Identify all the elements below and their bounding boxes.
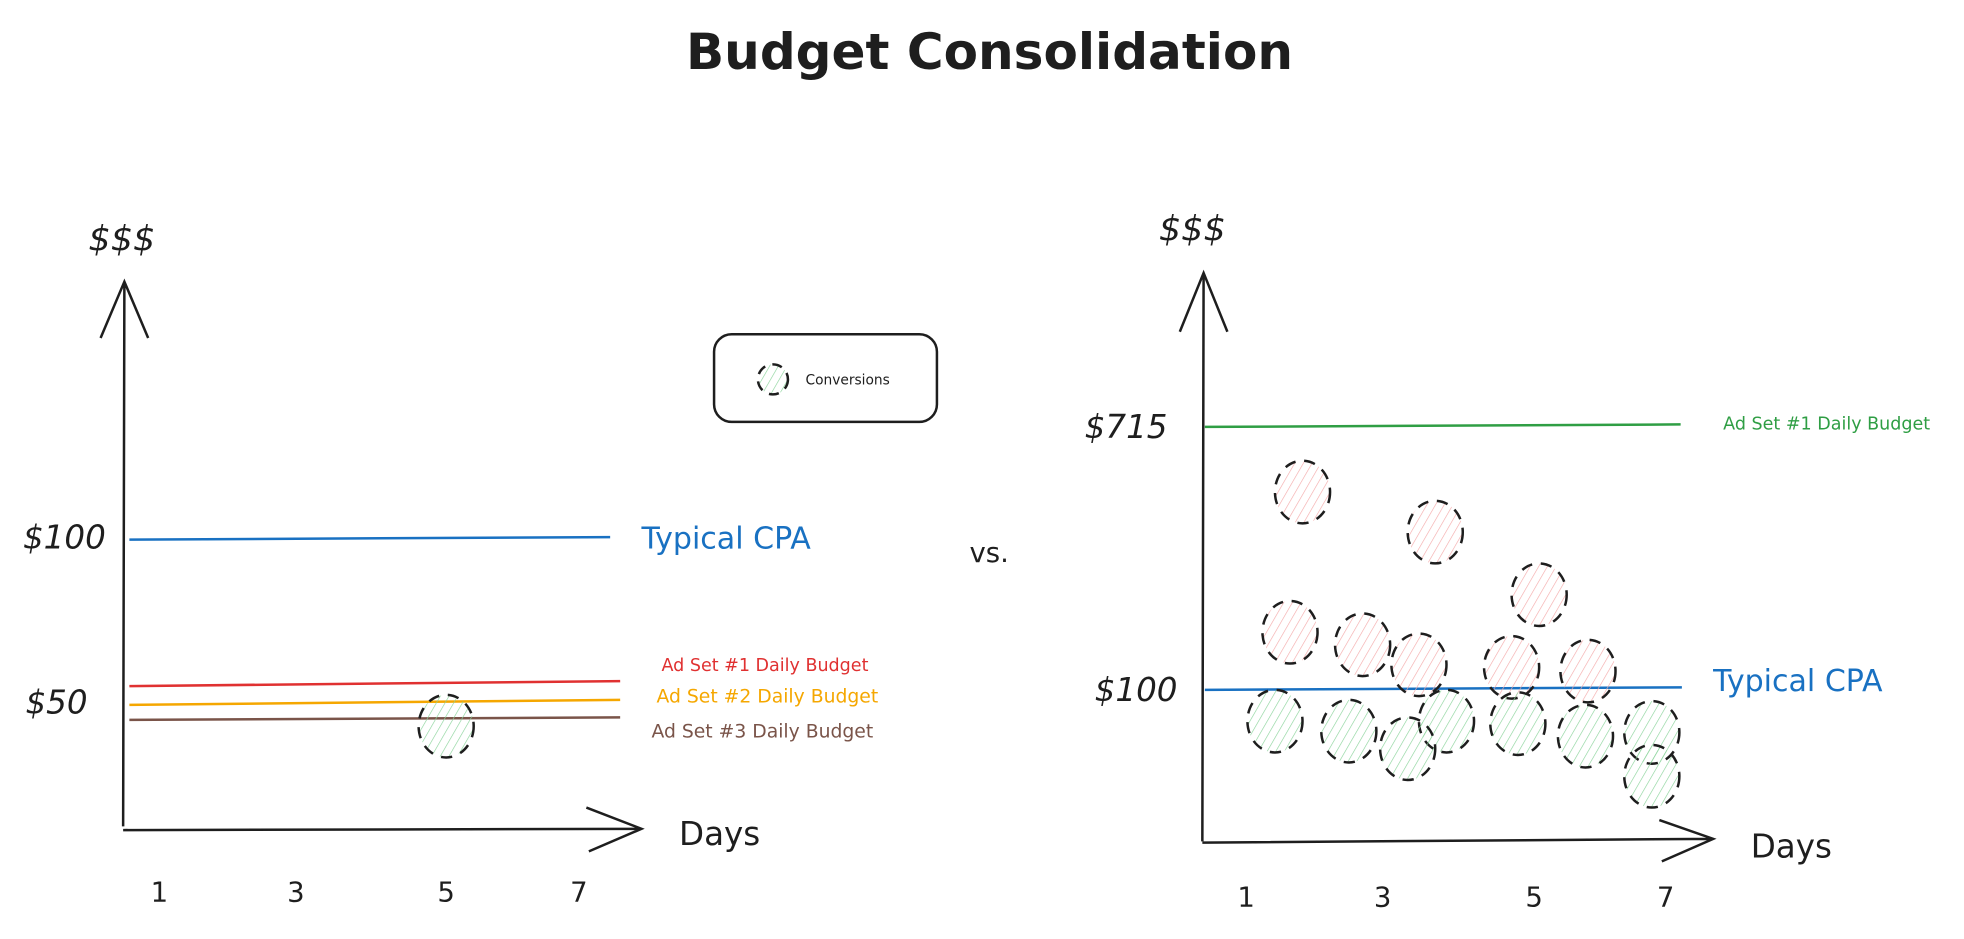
left-cpa-label: Typical CPA bbox=[640, 521, 811, 556]
right-chart: $$$ Days $715 $100 1 3 5 7 Ad Set #1 Dai… bbox=[1085, 208, 1931, 913]
right-x-axis bbox=[1202, 818, 1717, 863]
right-x-tick-3: 3 bbox=[1374, 881, 1392, 913]
conversion-point-below-cpa bbox=[1378, 716, 1437, 782]
conversion-point-below-cpa bbox=[1556, 703, 1615, 769]
conversion-point-above-cpa bbox=[1406, 499, 1465, 565]
left-cpa-line bbox=[129, 535, 611, 541]
left-x-tick-7: 7 bbox=[570, 876, 588, 908]
left-chart: $$$ Days $100 $50 1 3 5 7 Typical CPA Ad… bbox=[23, 218, 878, 908]
legend-box: Conversions bbox=[712, 333, 939, 424]
right-x-tick-7: 7 bbox=[1657, 881, 1675, 913]
left-y-tick-100: $100 bbox=[23, 518, 106, 556]
vs-separator: vs. bbox=[969, 537, 1008, 569]
conversion-point-above-cpa bbox=[1510, 562, 1568, 628]
left-x-axis bbox=[123, 806, 645, 853]
right-budget-line bbox=[1204, 423, 1681, 429]
conversion-point-below-cpa bbox=[1489, 691, 1547, 757]
legend-conversions-label: Conversions bbox=[805, 372, 889, 388]
left-adset2-label: Ad Set #2 Daily Budget bbox=[656, 686, 878, 707]
conversion-legend-icon bbox=[756, 363, 790, 396]
right-x-tick-1: 1 bbox=[1237, 881, 1255, 913]
left-x-tick-3: 3 bbox=[287, 876, 305, 908]
conversion-point-above-cpa bbox=[1333, 612, 1392, 678]
left-x-tick-1: 1 bbox=[151, 876, 169, 908]
conversion-point-below-cpa bbox=[417, 693, 475, 759]
left-adset2-line bbox=[129, 698, 621, 707]
conversion-point-above-cpa bbox=[1261, 599, 1319, 665]
right-cpa-label: Typical CPA bbox=[1712, 664, 1883, 699]
right-x-tick-5: 5 bbox=[1525, 881, 1543, 913]
conversion-point-above-cpa bbox=[1559, 638, 1617, 704]
right-y-tick-100: $100 bbox=[1095, 671, 1178, 709]
left-adset3-label: Ad Set #3 Daily Budget bbox=[651, 721, 873, 742]
left-adset1-label: Ad Set #1 Daily Budget bbox=[661, 656, 868, 676]
conversion-point-above-cpa bbox=[1273, 459, 1332, 525]
conversion-point-above-cpa bbox=[1390, 632, 1448, 698]
right-y-axis-label: $$$ bbox=[1159, 208, 1226, 249]
conversion-point-above-cpa bbox=[1482, 634, 1541, 700]
left-adset1-line bbox=[129, 679, 621, 688]
left-y-axis bbox=[99, 278, 150, 827]
conversion-point-below-cpa bbox=[1246, 688, 1304, 754]
right-y-tick-715: $715 bbox=[1085, 408, 1168, 446]
right-x-axis-label: Days bbox=[1751, 828, 1832, 866]
conversion-point-below-cpa bbox=[1320, 698, 1378, 764]
right-y-axis bbox=[1178, 269, 1229, 842]
right-budget-label: Ad Set #1 Daily Budget bbox=[1723, 414, 1930, 434]
left-x-tick-5: 5 bbox=[437, 876, 455, 908]
conversion-point-below-cpa bbox=[1623, 743, 1681, 809]
left-y-axis-label: $$$ bbox=[88, 218, 155, 259]
left-adset3-line bbox=[129, 716, 621, 722]
diagram-title: Budget Consolidation bbox=[686, 23, 1293, 81]
left-y-tick-50: $50 bbox=[25, 684, 87, 722]
left-x-axis-label: Days bbox=[679, 815, 760, 853]
